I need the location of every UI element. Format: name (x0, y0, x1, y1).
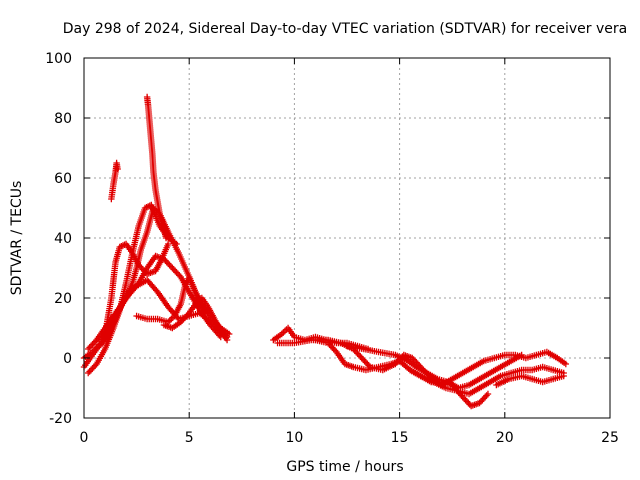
x-tick-label: 10 (285, 430, 303, 446)
series-track-arc-13 (438, 348, 570, 389)
data-point-marker (173, 240, 180, 248)
data-point-marker (562, 360, 570, 368)
y-tick-label: -20 (49, 411, 72, 427)
y-axis-label: SDTVAR / TECUs (9, 181, 25, 296)
x-tick-label: 25 (601, 430, 619, 446)
x-tick-label: 5 (185, 430, 194, 446)
data-point-marker (164, 240, 172, 248)
tick-layer: 0 5 10 15 20 25 -20 0 20 40 60 80 100 (45, 51, 619, 446)
chart-title: Day 298 of 2024, Sidereal Day-to-day VTE… (63, 21, 627, 37)
series-track-spike-short (108, 159, 121, 203)
y-tick-label: 0 (63, 351, 72, 367)
data-point-marker (114, 165, 121, 173)
series-track-arc-5 (101, 276, 231, 341)
data-layer (80, 93, 570, 410)
y-tick-label: 100 (45, 51, 72, 67)
y-tick-label: 20 (54, 291, 72, 307)
y-tick-label: 80 (54, 111, 72, 127)
data-point-marker (225, 330, 233, 338)
series-track-arc-14 (493, 372, 567, 389)
data-point-marker (484, 390, 492, 398)
x-tick-label: 15 (391, 430, 409, 446)
series-track-arc-7 (160, 294, 231, 344)
data-point-marker (223, 336, 231, 344)
x-tick-label: 20 (496, 430, 514, 446)
x-axis-label: GPS time / hours (286, 459, 403, 475)
data-point-marker (560, 372, 567, 380)
series-track-arc-12 (406, 363, 567, 398)
y-tick-label: 40 (54, 231, 72, 247)
x-tick-label: 0 (80, 430, 89, 446)
y-tick-label: 60 (54, 171, 72, 187)
